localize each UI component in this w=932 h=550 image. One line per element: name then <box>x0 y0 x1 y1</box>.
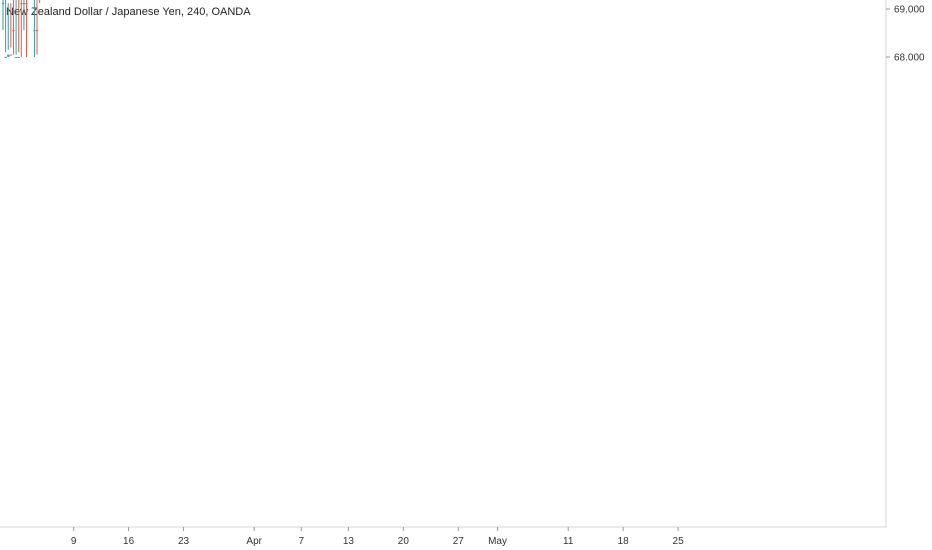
time-tick-label: Apr <box>246 536 262 547</box>
candle-body <box>22 3 26 5</box>
time-tick-label: 20 <box>398 536 410 547</box>
candles <box>1 0 41 58</box>
time-tick-label: 18 <box>618 536 630 547</box>
price-axis[interactable]: 69.00068.00067.00066.50066.00065.50065.0… <box>885 0 925 527</box>
time-tick-label: 11 <box>563 536 574 547</box>
time-tick-label: 25 <box>673 536 685 547</box>
candle-body <box>1 3 5 5</box>
time-axis[interactable]: 9 16 23 Apr 7 13 20 27 May 11 18 25 <box>0 526 886 547</box>
time-tick-label: 23 <box>178 536 190 547</box>
candle-body <box>35 30 39 32</box>
candle-body <box>33 30 36 32</box>
candle-body <box>4 57 7 58</box>
price-tick-label: 68.000 <box>894 53 925 64</box>
candle-body <box>20 3 23 5</box>
time-tick-label: May <box>488 536 507 547</box>
time-tick-label: 13 <box>343 536 355 547</box>
candle-body <box>12 30 15 32</box>
chart-title: New Zealand Dollar / Japanese Yen, 240, … <box>6 6 251 18</box>
price-tick-label: 69.000 <box>894 5 925 16</box>
candle-body <box>25 3 28 5</box>
time-tick-label: 16 <box>123 536 135 547</box>
time-tick-label: 9 <box>71 536 77 547</box>
time-tick-label: 7 <box>299 536 305 547</box>
candle-body <box>7 54 10 57</box>
candle-body <box>17 57 20 58</box>
candle-body <box>9 54 12 56</box>
candle-body <box>14 57 18 58</box>
time-tick-label: 27 <box>453 536 465 547</box>
